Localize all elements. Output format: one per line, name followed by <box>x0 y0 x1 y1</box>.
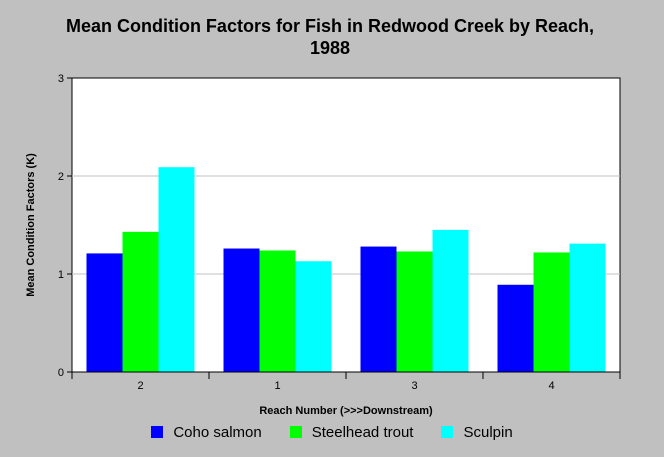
legend-swatch <box>441 426 454 438</box>
legend: Coho salmon Steelhead trout Sculpin <box>0 421 664 443</box>
bar-sculpin-4 <box>569 243 606 372</box>
bars <box>86 167 606 372</box>
legend-swatch <box>151 426 164 438</box>
y-axis-title: Mean Condition Factors (K) <box>25 153 37 297</box>
bar-sculpin-1 <box>295 261 332 372</box>
bar-sculpin-2 <box>158 167 195 372</box>
x-tick-labels: 2 1 3 4 <box>137 380 554 392</box>
x-axis-title: Reach Number (>>>Downstream) <box>259 405 433 417</box>
bar-coho-salmon-1 <box>223 248 260 372</box>
chart-title: Mean Condition Factors for Fish in Redwo… <box>65 16 595 58</box>
legend-label: Steelhead trout <box>311 423 414 441</box>
y-tick-label: 1 <box>58 269 64 281</box>
legend-item: Steelhead trout <box>289 421 414 443</box>
legend-item: Coho salmon <box>151 421 262 443</box>
y-tick-label: 3 <box>58 73 64 85</box>
y-tick-label: 0 <box>58 367 64 379</box>
legend-item: Sculpin <box>441 421 513 443</box>
x-tick-label: 2 <box>137 380 143 392</box>
bar-steelhead-trout-1 <box>259 250 296 372</box>
bar-sculpin-3 <box>432 229 469 372</box>
axes <box>67 77 621 379</box>
legend-label: Coho salmon <box>173 423 262 441</box>
bar-coho-salmon-3 <box>360 246 397 372</box>
x-tick-label: 3 <box>411 380 417 392</box>
y-tick-labels: 0 1 2 3 <box>58 73 64 379</box>
legend-label: Sculpin <box>463 423 513 441</box>
bar-steelhead-trout-3 <box>396 251 433 372</box>
x-tick-label: 4 <box>548 380 554 392</box>
bar-steelhead-trout-4 <box>533 252 570 372</box>
y-tick-label: 2 <box>58 171 64 183</box>
bar-coho-salmon-2 <box>86 253 123 372</box>
bar-coho-salmon-4 <box>497 284 534 372</box>
x-tick-label: 1 <box>274 380 280 392</box>
legend-swatch <box>289 426 302 438</box>
bar-steelhead-trout-2 <box>122 231 159 372</box>
